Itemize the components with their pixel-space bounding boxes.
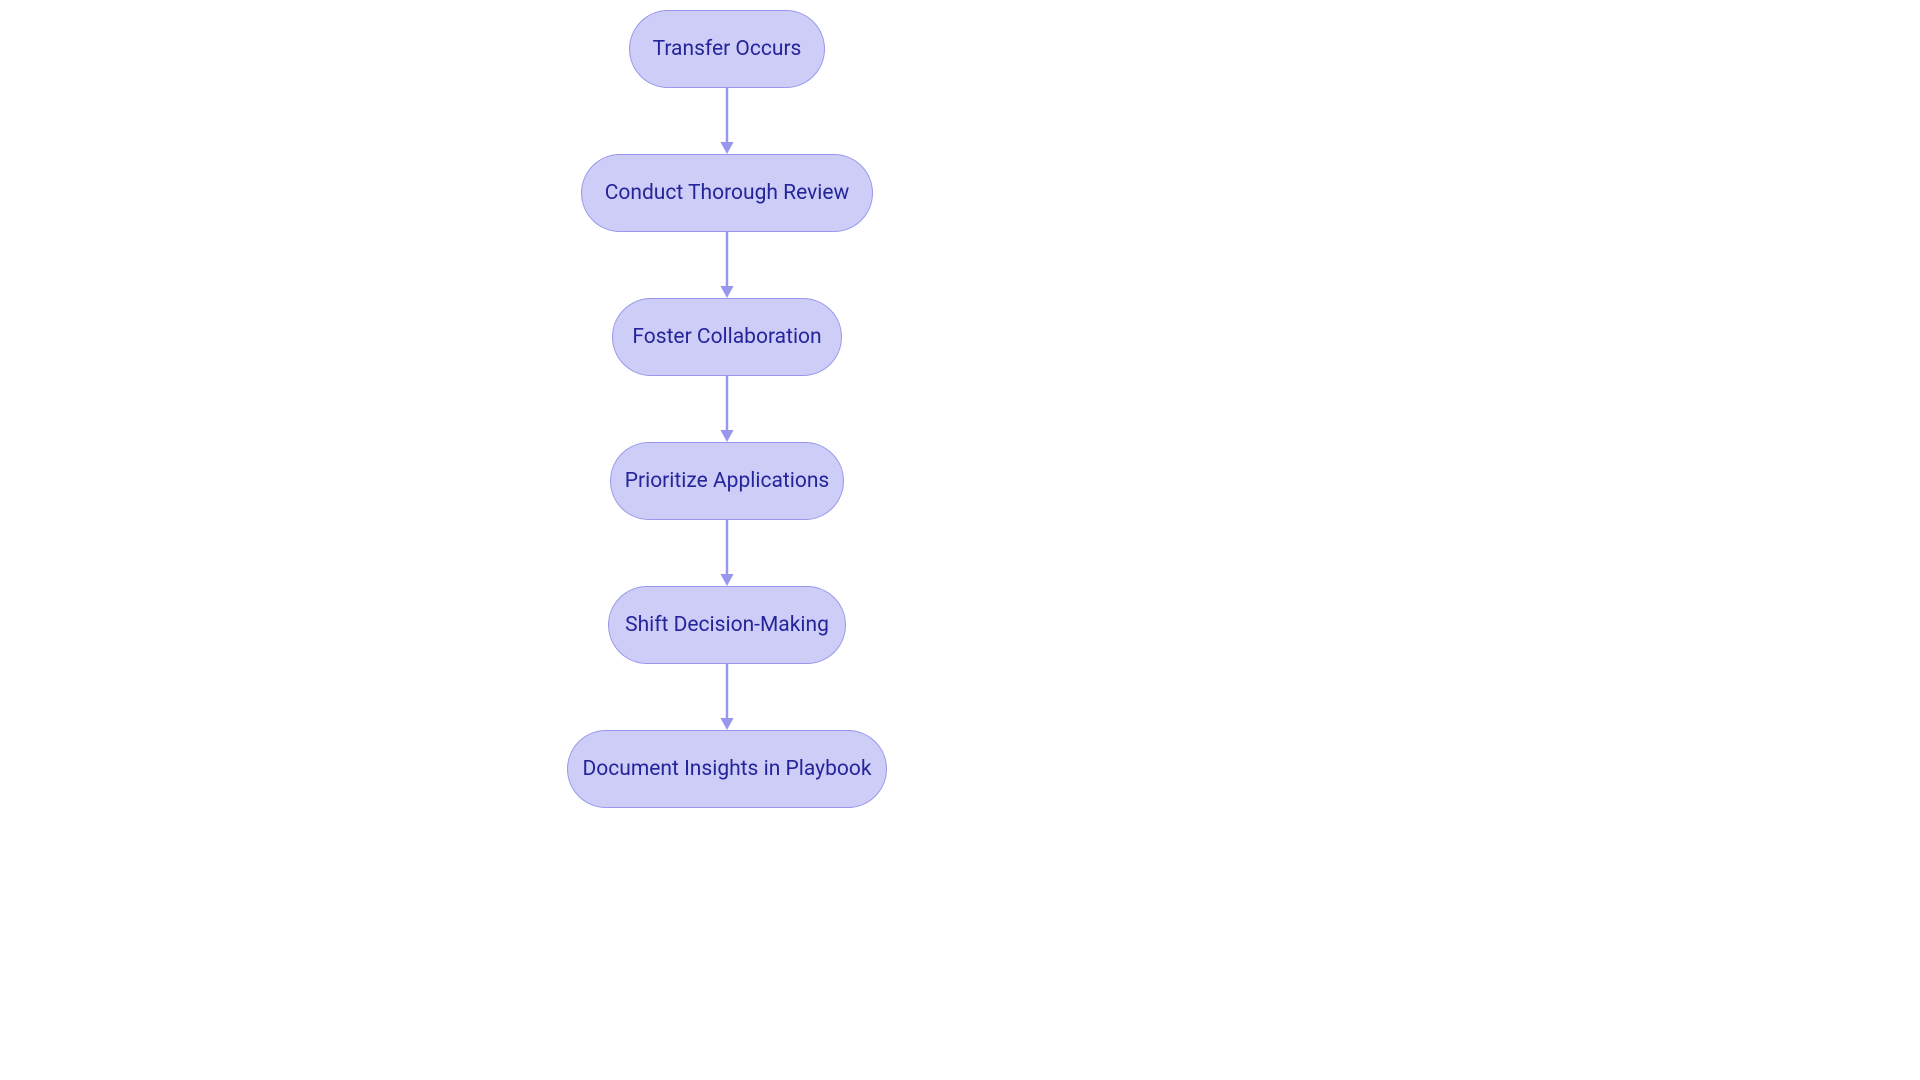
flowchart-node-label: Transfer Occurs [653,37,802,61]
flowchart-node: Document Insights in Playbook [567,730,887,808]
flowchart-edge [715,520,739,586]
flowchart-node-label: Prioritize Applications [625,469,830,493]
flowchart-node: Shift Decision-Making [608,586,846,664]
flowchart-edge [715,664,739,730]
flowchart-node-label: Shift Decision-Making [625,613,829,637]
flowchart-node: Prioritize Applications [610,442,844,520]
flowchart-node-label: Document Insights in Playbook [583,757,872,781]
flowchart-edge [715,88,739,154]
flowchart-container: Transfer Occurs Conduct Thorough Review Fo… [0,0,1920,1080]
flowchart-node-label: Foster Collaboration [632,325,821,349]
flowchart-node-label: Conduct Thorough Review [605,181,850,205]
flowchart-node: Transfer Occurs [629,10,825,88]
flowchart-node: Foster Collaboration [612,298,842,376]
flowchart-node: Conduct Thorough Review [581,154,873,232]
flowchart-edge [715,376,739,442]
flowchart-edge [715,232,739,298]
